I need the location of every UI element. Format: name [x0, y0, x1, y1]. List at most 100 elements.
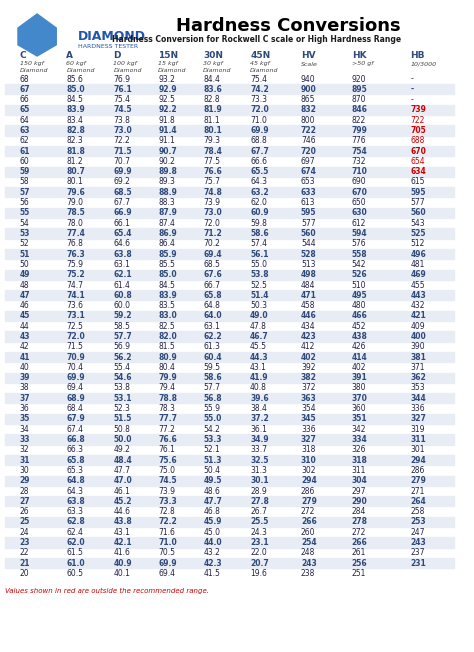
- Text: 74.7: 74.7: [66, 280, 83, 289]
- Text: 46.7: 46.7: [250, 332, 269, 341]
- Text: 56.9: 56.9: [113, 342, 130, 351]
- Text: 526: 526: [352, 270, 367, 279]
- Text: 23.1: 23.1: [250, 538, 269, 547]
- Text: 66: 66: [19, 95, 29, 104]
- Text: 68: 68: [19, 74, 29, 83]
- Text: 243: 243: [301, 559, 317, 568]
- Bar: [5, 517, 454, 527]
- Text: 36: 36: [19, 404, 29, 413]
- Text: 670: 670: [352, 188, 368, 197]
- Text: 22.0: 22.0: [250, 548, 267, 557]
- Text: -: -: [410, 85, 413, 94]
- Text: HK: HK: [352, 52, 366, 61]
- Text: 69.9: 69.9: [158, 559, 177, 568]
- Text: 80.4: 80.4: [158, 363, 175, 372]
- Text: 39.6: 39.6: [250, 394, 269, 403]
- Text: 82.0: 82.0: [158, 332, 177, 341]
- Text: 87.9: 87.9: [158, 209, 177, 217]
- Text: 74.8: 74.8: [203, 188, 222, 197]
- Text: 370: 370: [352, 394, 368, 403]
- Text: 73.3: 73.3: [250, 95, 267, 104]
- Text: 69.9: 69.9: [250, 126, 269, 135]
- Text: 40.1: 40.1: [113, 569, 130, 578]
- Text: 29: 29: [19, 476, 30, 485]
- Text: 543: 543: [410, 218, 425, 228]
- Text: 279: 279: [410, 476, 426, 485]
- Text: 319: 319: [410, 424, 425, 434]
- Text: 46: 46: [19, 301, 29, 310]
- Text: 65.4: 65.4: [113, 229, 132, 238]
- Text: 69.2: 69.2: [113, 177, 130, 186]
- Text: 66.8: 66.8: [66, 435, 85, 444]
- Text: 43.2: 43.2: [203, 548, 220, 557]
- Text: 47.7: 47.7: [113, 466, 130, 475]
- Text: 75.4: 75.4: [250, 74, 267, 83]
- Text: 63.8: 63.8: [113, 250, 132, 259]
- Text: 64.0: 64.0: [203, 312, 222, 320]
- Text: 65: 65: [19, 106, 30, 114]
- Bar: [5, 146, 454, 156]
- Text: 28: 28: [19, 486, 29, 496]
- Text: 469: 469: [410, 270, 426, 279]
- Text: 30.1: 30.1: [250, 476, 269, 485]
- Text: 351: 351: [352, 415, 367, 423]
- Bar: [5, 228, 454, 239]
- Text: 76.1: 76.1: [113, 85, 132, 94]
- Text: 67.9: 67.9: [66, 415, 85, 423]
- Text: 612: 612: [352, 218, 366, 228]
- Text: 54.6: 54.6: [113, 373, 132, 382]
- Text: 42: 42: [19, 342, 29, 351]
- Bar: [5, 475, 454, 486]
- Bar: [5, 249, 454, 259]
- Bar: [5, 311, 454, 321]
- Text: 55.4: 55.4: [113, 363, 130, 372]
- Text: 82.8: 82.8: [66, 126, 85, 135]
- Text: 61.0: 61.0: [66, 559, 85, 568]
- Text: Values shown in red are outside the recommended range.: Values shown in red are outside the reco…: [5, 587, 209, 594]
- Text: 360: 360: [352, 404, 366, 413]
- Text: 66.1: 66.1: [113, 218, 130, 228]
- Bar: [5, 125, 454, 136]
- Text: A: A: [66, 52, 73, 61]
- Text: 272: 272: [352, 527, 366, 537]
- Text: Diamond: Diamond: [203, 68, 232, 74]
- Text: 74.5: 74.5: [158, 476, 177, 485]
- Text: 426: 426: [352, 342, 366, 351]
- Text: 81.1: 81.1: [203, 115, 220, 125]
- Text: 87.4: 87.4: [158, 218, 175, 228]
- Text: 290: 290: [352, 497, 367, 506]
- Text: 80.9: 80.9: [158, 353, 177, 362]
- Text: 53.8: 53.8: [250, 270, 269, 279]
- Text: 27.8: 27.8: [250, 497, 269, 506]
- Text: 75.2: 75.2: [66, 270, 85, 279]
- Text: 59.8: 59.8: [250, 218, 267, 228]
- Text: 846: 846: [352, 106, 368, 114]
- Text: 68.8: 68.8: [250, 136, 267, 145]
- Text: 68.5: 68.5: [203, 260, 220, 269]
- Text: 19.6: 19.6: [250, 569, 267, 578]
- Text: 64.8: 64.8: [66, 476, 85, 485]
- Text: 326: 326: [352, 445, 366, 454]
- Text: Diamond: Diamond: [66, 68, 95, 74]
- Text: 63.1: 63.1: [203, 321, 220, 331]
- Text: 261: 261: [352, 548, 366, 557]
- Text: 60.8: 60.8: [113, 291, 132, 300]
- Text: 705: 705: [410, 126, 426, 135]
- Text: 76.6: 76.6: [203, 167, 222, 176]
- Text: 74.1: 74.1: [66, 291, 85, 300]
- Text: 434: 434: [301, 321, 316, 331]
- Text: 690: 690: [352, 177, 366, 186]
- Text: 58.6: 58.6: [250, 229, 269, 238]
- Text: 253: 253: [410, 518, 426, 526]
- Text: 634: 634: [410, 167, 426, 176]
- Text: 53: 53: [19, 229, 30, 238]
- Text: 354: 354: [301, 404, 316, 413]
- Text: 480: 480: [352, 301, 366, 310]
- Text: 45.0: 45.0: [203, 527, 220, 537]
- Text: 72.0: 72.0: [203, 218, 220, 228]
- Text: 776: 776: [352, 136, 366, 145]
- Text: 71.0: 71.0: [158, 538, 177, 547]
- Text: 345: 345: [301, 415, 317, 423]
- Text: 560: 560: [301, 229, 317, 238]
- Text: 62: 62: [19, 136, 29, 145]
